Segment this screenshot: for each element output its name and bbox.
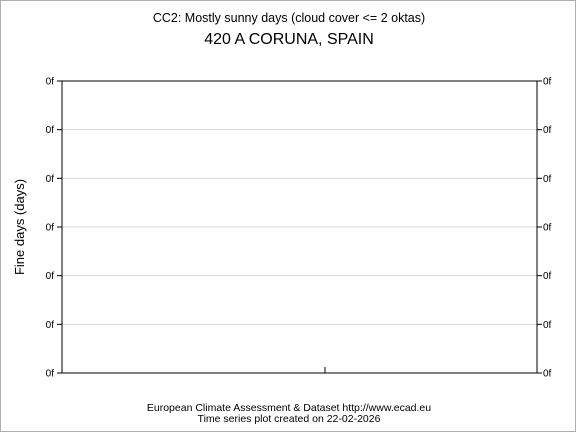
footer-created: Time series plot created on 22-02-2026	[198, 413, 381, 425]
y-tick-label: 0f	[543, 369, 552, 380]
y-tick-labels-right: 0f 0f 0f 0f 0f 0f 0f	[537, 77, 552, 380]
chart-title: CC2: Mostly sunny days (cloud cover <= 2…	[153, 11, 425, 25]
y-tick-label: 0f	[46, 125, 55, 136]
y-tick-label: 0f	[543, 320, 552, 331]
y-tick-label: 0f	[46, 174, 55, 185]
chart-subtitle: 420 A CORUNA, SPAIN	[204, 31, 374, 48]
footer-source: European Climate Assessment & Dataset ht…	[147, 402, 431, 414]
grid-lines	[62, 129, 537, 325]
y-tick-label: 0f	[46, 369, 55, 380]
y-tick-label: 0f	[543, 77, 552, 88]
y-tick-label: 0f	[543, 271, 552, 282]
y-tick-label: 0f	[46, 77, 55, 88]
y-tick-label: 0f	[46, 223, 55, 234]
y-tick-label: 0f	[543, 223, 552, 234]
y-tick-label: 0f	[46, 320, 55, 331]
y-axis-label: Fine days (days)	[12, 179, 27, 275]
y-tick-label: 0f	[46, 271, 55, 282]
y-tick-label: 0f	[543, 125, 552, 136]
y-tick-label: 0f	[543, 174, 552, 185]
y-tick-labels-left: 0f 0f 0f 0f 0f 0f 0f	[46, 77, 62, 380]
